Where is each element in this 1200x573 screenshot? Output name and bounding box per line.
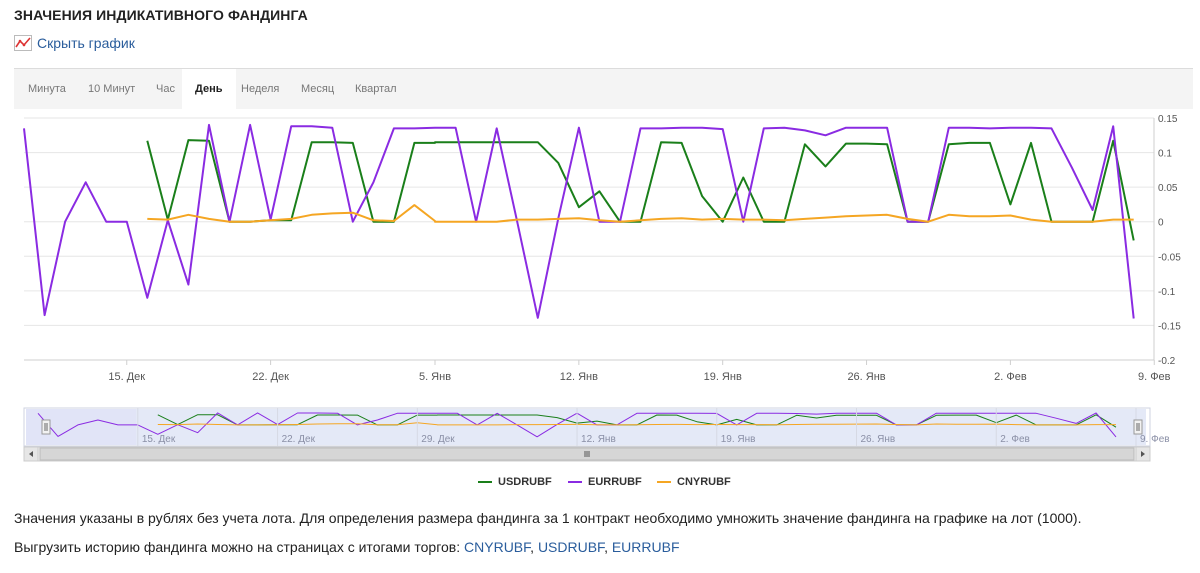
tab-quarter[interactable]: Квартал xyxy=(355,83,397,95)
handle-body xyxy=(41,419,51,435)
y-axis: 0.15 0.1 0.05 0 -0.05 -0.1 -0.15 -0.2 xyxy=(1153,114,1181,367)
handle-body xyxy=(1133,419,1143,435)
tab-day[interactable]: День xyxy=(182,69,236,109)
navigator-tick-label: 2. Фев xyxy=(1000,434,1030,445)
chart-legend: USDRUBF EURRUBF CNYRUBF xyxy=(0,476,1200,492)
timeframe-tabs: Минута 10 Минут Час День Неделя Месяц Кв… xyxy=(14,68,1193,109)
hide-chart-label: Скрыть график xyxy=(37,35,135,51)
y-tick-label: 0.1 xyxy=(1158,149,1172,160)
legend-swatch xyxy=(478,481,492,483)
navigator-handle-left[interactable] xyxy=(41,419,51,435)
navigator-tick-label: 9. Фев xyxy=(1140,434,1170,445)
x-tick-label: 19. Янв xyxy=(704,371,742,383)
y-tick-label: -0.05 xyxy=(1158,252,1181,263)
chart-icon xyxy=(14,35,32,51)
legend-item-usdrubf[interactable]: USDRUBF xyxy=(478,476,552,488)
x-tick-label: 26. Янв xyxy=(847,371,885,383)
y-tick-label: 0.05 xyxy=(1158,183,1178,194)
series-line-cnyrubf-navigator xyxy=(157,422,1116,426)
series-line-cnyrubf xyxy=(147,204,1134,223)
link-cnyrubf[interactable]: CNYRUBF xyxy=(464,539,531,555)
legend-label: USDRUBF xyxy=(498,476,552,488)
arrow-left-icon xyxy=(29,451,33,457)
x-tick-label: 5. Янв xyxy=(419,371,451,383)
link-usdrubf[interactable]: USDRUBF xyxy=(537,539,605,555)
link-separator: , xyxy=(530,539,538,555)
y-tick-label: -0.15 xyxy=(1158,321,1181,332)
x-tick-label: 22. Дек xyxy=(252,371,289,383)
y-tick-label: -0.1 xyxy=(1158,287,1176,298)
legend-swatch xyxy=(568,481,582,483)
navigator-selection xyxy=(136,409,1146,445)
tab-hour[interactable]: Час xyxy=(156,83,175,95)
link-eurrubf[interactable]: EURRUBF xyxy=(611,539,680,555)
hide-chart-link[interactable]: Скрыть график xyxy=(14,35,135,51)
y-tick-label: 0.15 xyxy=(1158,114,1178,125)
y-tick-label: 0 xyxy=(1158,218,1164,229)
series-line-eurrubf xyxy=(23,123,1135,319)
x-tick-label: 12. Янв xyxy=(560,371,598,383)
navigator-tick-label: 29. Дек xyxy=(421,434,455,445)
navigator-tick-label: 26. Янв xyxy=(861,434,896,445)
x-tick-label: 15. Дек xyxy=(108,371,145,383)
funding-chart: 0.15 0.1 0.05 0 -0.05 -0.1 -0.15 -0.2 15. Дек 22… xyxy=(23,114,1181,462)
x-tick-label: 9. Фев xyxy=(1138,371,1171,383)
tab-10-minutes[interactable]: 10 Минут xyxy=(88,83,136,95)
navigator-tick-label: 19. Янв xyxy=(721,434,756,445)
navigator: 15. Дек 22. Дек 29. Дек 12. Янв 19. Янв 26. Я… xyxy=(23,407,1170,462)
export-note-prefix: Выгрузить историю фандинга можно на стра… xyxy=(14,539,465,555)
y-tick-label: -0.2 xyxy=(1158,356,1176,367)
x-tick-label: 2. Фев xyxy=(994,371,1027,383)
legend-item-eurrubf[interactable]: EURRUBF xyxy=(568,476,642,488)
legend-item-cnyrubf[interactable]: CNYRUBF xyxy=(657,476,731,488)
lot-note: Значения указаны в рублях без учета лота… xyxy=(14,510,1082,526)
link-separator: , xyxy=(604,539,612,555)
navigator-handle-right[interactable] xyxy=(1133,419,1143,435)
series-line-usdrubf xyxy=(146,139,1135,241)
export-note: Выгрузить историю фандинга можно на стра… xyxy=(14,539,680,555)
x-axis: 15. Дек 22. Дек 5. Янв 12. Янв 19. Янв 26. Ян… xyxy=(24,359,1171,383)
arrow-right-icon xyxy=(1141,451,1145,457)
tab-week[interactable]: Неделя xyxy=(241,83,280,95)
page-title: ЗНАЧЕНИЯ ИНДИКАТИВНОГО ФАНДИНГА xyxy=(14,7,308,23)
navigator-tick-label: 22. Дек xyxy=(282,434,316,445)
navigator-scrollbar[interactable] xyxy=(23,446,1151,462)
series-layer xyxy=(23,123,1135,319)
tab-minute[interactable]: Минута xyxy=(28,83,66,95)
legend-label: EURRUBF xyxy=(588,476,642,488)
legend-label: CNYRUBF xyxy=(677,476,731,488)
legend-swatch xyxy=(657,481,671,483)
navigator-tick-label: 12. Янв xyxy=(581,434,616,445)
navigator-tick-label: 15. Дек xyxy=(142,434,176,445)
tab-month[interactable]: Месяц xyxy=(301,83,335,95)
